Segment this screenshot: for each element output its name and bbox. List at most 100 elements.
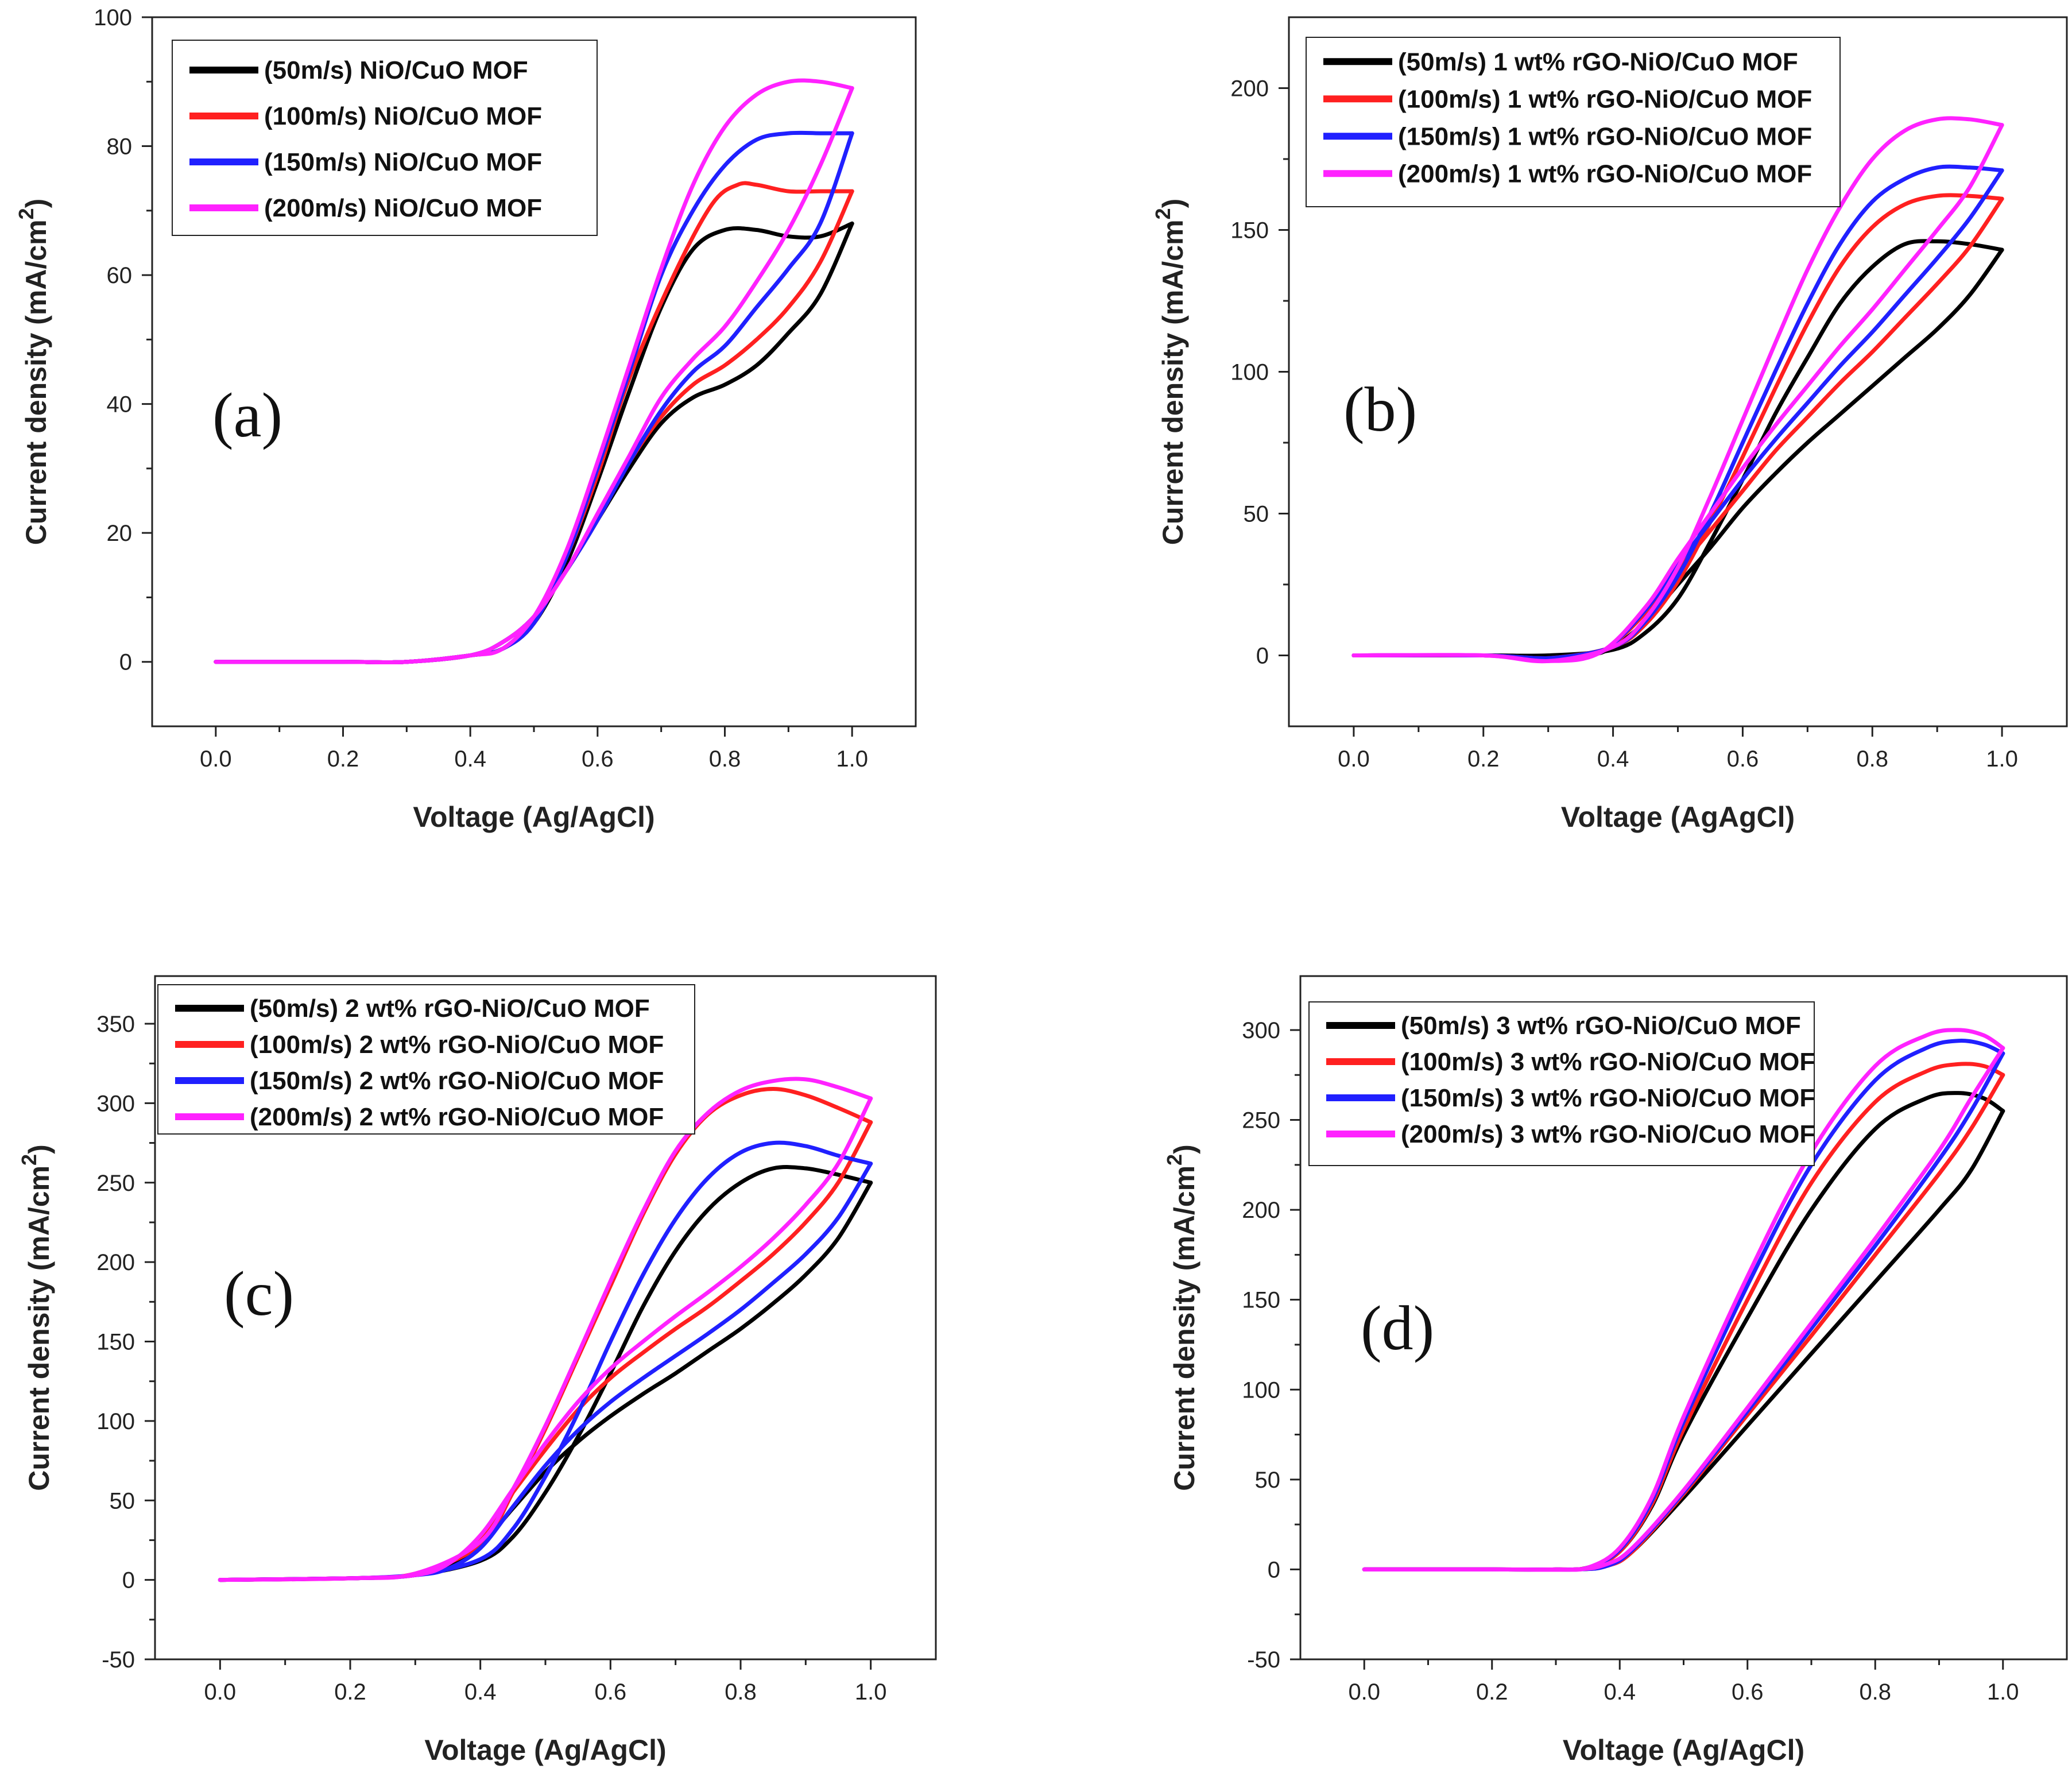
- x-tick-label: 0.6: [1732, 1679, 1764, 1705]
- y-axis-label-end: ): [1168, 1144, 1200, 1154]
- x-tick-label: 1.0: [1987, 1679, 2019, 1705]
- legend-entry: (200m/s) 1 wt% rGO-NiO/CuO MOF: [1398, 160, 1812, 188]
- y-tick-label: -50: [1247, 1647, 1280, 1673]
- x-tick-label: 0.0: [204, 1679, 237, 1705]
- y-tick-label: 100: [1242, 1377, 1280, 1403]
- legend-entry: (100m/s) 3 wt% rGO-NiO/CuO MOF: [1401, 1048, 1815, 1076]
- legend: (50m/s) 3 wt% rGO-NiO/CuO MOF (100m/s) 3 …: [1308, 1001, 1815, 1166]
- x-tick-label: 0.0: [200, 746, 232, 772]
- x-tick-label: 0.4: [1604, 1679, 1636, 1705]
- series-forward-line: [218, 1180, 873, 1582]
- x-tick-label: 1.0: [836, 746, 868, 772]
- y-axis-label-text: Current density (mA/cm: [1157, 219, 1189, 545]
- y-tick-label: 50: [1244, 502, 1269, 527]
- series-reverse-line: [218, 1165, 873, 1582]
- series-reverse-line: [214, 221, 854, 665]
- y-tick-label: 60: [107, 263, 133, 288]
- y-tick-label: 100: [94, 5, 132, 30]
- x-tick-label: 0.8: [709, 746, 741, 772]
- x-tick-label: 0.4: [454, 746, 486, 772]
- legend-entry: (150m/s) NiO/CuO MOF: [264, 148, 542, 176]
- series-reverse-line: [218, 1140, 873, 1582]
- legend-box: [1306, 37, 1841, 207]
- y-tick-label: 300: [96, 1091, 135, 1116]
- panel-label: (d): [1361, 1293, 1434, 1363]
- x-axis-label: Voltage (AgAgCl): [1561, 801, 1795, 833]
- y-axis-label: Current density (mA/cm2): [14, 199, 52, 545]
- chart-panel-1: 0.0 0.2 0.4 0.6 0.8 1.0 0 20 40 60 80 100 Voltage (A…: [14, 5, 917, 833]
- series-forward-line: [218, 1096, 873, 1582]
- y-tick-label: 50: [1255, 1468, 1281, 1493]
- y-tick-label: 0: [119, 650, 132, 675]
- x-axis-label: Voltage (Ag/AgCl): [413, 801, 654, 833]
- y-tick-label: 50: [110, 1488, 135, 1513]
- y-tick-label: 150: [1242, 1288, 1280, 1313]
- x-tick-label: 0.0: [1338, 746, 1370, 772]
- y-tick-label: 250: [96, 1171, 135, 1196]
- legend-entry: (100m/s) 2 wt% rGO-NiO/CuO MOF: [250, 1031, 664, 1059]
- x-tick-label: 1.0: [855, 1679, 887, 1705]
- series-reverse-line: [1362, 1028, 2005, 1572]
- legend-entry: (50m/s) NiO/CuO MOF: [264, 56, 528, 84]
- panel-label: (c): [224, 1259, 294, 1329]
- x-tick-label: 0.6: [1727, 746, 1759, 772]
- x-tick-label: 0.2: [334, 1679, 366, 1705]
- series-reverse-line: [218, 1087, 873, 1582]
- x-tick-label: 0.8: [1856, 746, 1888, 772]
- y-tick-label: -50: [102, 1647, 135, 1673]
- y-axis-label-end: ): [23, 1144, 55, 1154]
- y-axis-label-end: ): [20, 199, 52, 208]
- legend-entry: (200m/s) 2 wt% rGO-NiO/CuO MOF: [250, 1103, 664, 1131]
- legend-box: [157, 984, 695, 1135]
- x-tick-label: 0.0: [1348, 1679, 1380, 1705]
- series-reverse-line: [1351, 239, 2004, 658]
- x-tick-label: 0.4: [464, 1679, 497, 1705]
- legend: (50m/s) NiO/CuO MOF (100m/s) NiO/CuO MOF (…: [172, 40, 598, 236]
- y-tick-label: 200: [96, 1250, 135, 1275]
- y-axis-label-superscript: 2: [14, 208, 38, 219]
- legend-entry: (150m/s) 2 wt% rGO-NiO/CuO MOF: [250, 1067, 664, 1095]
- series-reverse-line: [1351, 116, 2004, 664]
- x-tick-label: 0.6: [582, 746, 614, 772]
- y-axis-label: Current density (mA/cm2): [1163, 1144, 1200, 1491]
- y-tick-label: 80: [107, 134, 133, 160]
- y-tick-label: 150: [96, 1330, 135, 1355]
- series-reverse-line: [1351, 193, 2004, 661]
- y-axis-label-superscript: 2: [17, 1154, 41, 1166]
- y-tick-label: 20: [107, 521, 133, 546]
- x-axis-label: Voltage (Ag/AgCl): [424, 1734, 666, 1766]
- x-tick-label: 1.0: [1986, 746, 2018, 772]
- y-tick-label: 0: [1256, 644, 1269, 669]
- legend: (50m/s) 1 wt% rGO-NiO/CuO MOF (100m/s) 1 …: [1306, 37, 1841, 207]
- y-tick-label: 350: [96, 1012, 135, 1037]
- chart-panel-4: 0.0 0.2 0.4 0.6 0.8 1.0 -50 0 50 100 150 200 250 300 V…: [1163, 975, 2068, 1766]
- y-tick-label: 200: [1242, 1198, 1280, 1223]
- series-forward-line: [1351, 247, 2004, 659]
- y-axis-label-superscript: 2: [1163, 1154, 1186, 1166]
- panel-label: (b): [1343, 374, 1417, 444]
- legend: (50m/s) 2 wt% rGO-NiO/CuO MOF (100m/s) 2 …: [157, 984, 695, 1135]
- series-forward-line: [214, 221, 854, 665]
- series-reverse-line: [214, 78, 854, 665]
- legend-box: [1308, 1001, 1815, 1166]
- y-axis-label-end: ): [1157, 199, 1189, 208]
- y-tick-label: 100: [1230, 360, 1269, 385]
- legend-entry: (150m/s) 3 wt% rGO-NiO/CuO MOF: [1401, 1084, 1815, 1112]
- y-tick-label: 250: [1242, 1108, 1280, 1133]
- y-axis-label-text: Current density (mA/cm: [1168, 1166, 1200, 1491]
- y-axis-label-text: Current density (mA/cm: [23, 1166, 55, 1491]
- y-tick-label: 150: [1230, 218, 1269, 243]
- x-tick-label: 0.2: [327, 746, 359, 772]
- series-forward-line: [218, 1162, 873, 1582]
- x-tick-label: 0.4: [1597, 746, 1629, 772]
- chart-panel-3: 0.0 0.2 0.4 0.6 0.8 1.0 -50 0 50 100 150 200 250 300 3…: [17, 975, 937, 1766]
- x-tick-label: 0.6: [595, 1679, 627, 1705]
- legend-entry: (50m/s) 2 wt% rGO-NiO/CuO MOF: [250, 994, 650, 1023]
- series-forward-line: [218, 1120, 873, 1582]
- y-axis-label: Current density (mA/cm2): [1151, 199, 1189, 545]
- legend-entry: (100m/s) NiO/CuO MOF: [264, 102, 542, 130]
- y-tick-label: 0: [122, 1568, 135, 1593]
- legend-entry: (50m/s) 1 wt% rGO-NiO/CuO MOF: [1398, 48, 1798, 76]
- y-tick-label: 300: [1242, 1018, 1280, 1043]
